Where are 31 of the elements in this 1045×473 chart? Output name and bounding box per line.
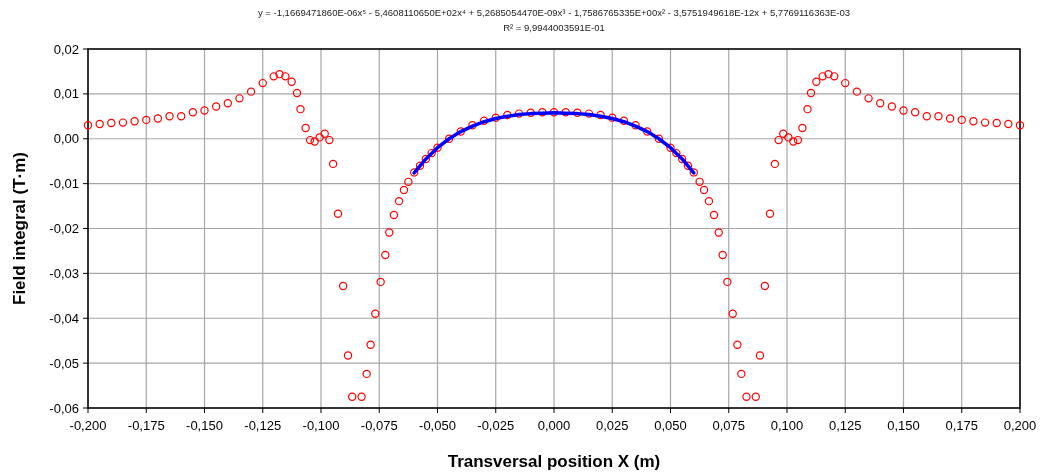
x-tick-label: 0,175 xyxy=(945,418,979,433)
x-tick-label: -0,050 xyxy=(419,418,456,433)
y-tick-label: -0,03 xyxy=(49,265,79,281)
y-tick-label: 0,02 xyxy=(53,41,79,57)
y-axis-title: Field integral (T·m) xyxy=(10,152,29,305)
y-tick-label: 0,01 xyxy=(53,86,79,102)
line-series xyxy=(412,110,696,175)
x-tick-label: 0,200 xyxy=(1003,418,1037,433)
x-tick-label: -0,125 xyxy=(244,418,282,433)
x-tick-label: 0,050 xyxy=(654,418,687,433)
x-tick-label: -0,025 xyxy=(477,418,515,433)
chart-subtitle: R² = 9,9944003591E-01 xyxy=(503,22,605,33)
y-tick-label: -0,06 xyxy=(49,400,79,416)
x-tick-label: 0,100 xyxy=(770,418,804,433)
x-tick-label: -0,200 xyxy=(69,418,107,433)
x-tick-label: -0,075 xyxy=(360,418,398,433)
chart-title: y = -1,1669471860E-06x⁵ - 5,4608110650E+02x⁴ + 5,2685054470E-09x³ - 1,7586765335E+00x² - 3,5751949618E-12x + 5,7769116363E-03 xyxy=(257,7,851,18)
x-axis-title: Transversal position X (m) xyxy=(447,452,661,471)
y-tick-label: -0,04 xyxy=(49,310,79,326)
y-tick-label: -0,05 xyxy=(49,355,79,371)
x-tick-label: -0,175 xyxy=(127,418,165,433)
x-tick-label: 0,000 xyxy=(537,418,571,433)
x-tick-label: 0,025 xyxy=(595,418,629,433)
y-tick-label: -0,02 xyxy=(49,221,79,236)
x-tick-label: 0,150 xyxy=(887,418,920,433)
x-tick-label: -0,150 xyxy=(186,418,223,433)
x-tick-label: -0,100 xyxy=(302,418,340,433)
x-tick-label: 0,075 xyxy=(712,418,746,433)
y-tick-label: 0,00 xyxy=(53,131,79,147)
x-tick-label: 0,125 xyxy=(828,418,862,433)
y-tick-label: -0,01 xyxy=(49,176,79,192)
